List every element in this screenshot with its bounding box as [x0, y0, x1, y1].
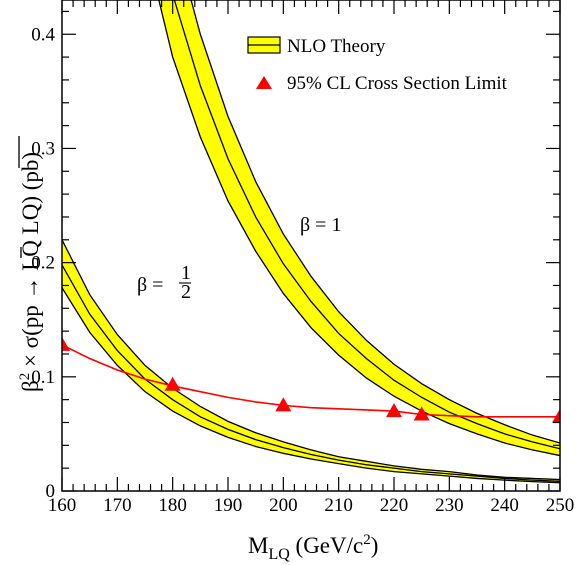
y-title-lqbar: LQ	[18, 203, 43, 234]
legend-item-cl-limit: 95% CL Cross Section Limit	[256, 73, 508, 94]
theory-band-fill-0	[158, 0, 560, 456]
x-tick-label: 250	[546, 495, 575, 516]
y-title-unit: ) (pb)	[18, 152, 43, 204]
limit-point	[275, 397, 292, 412]
limit-series	[62, 336, 560, 423]
y-tick-label: 0.1	[31, 367, 55, 388]
plot-frame	[61, 0, 561, 492]
x-tick-label: 190	[214, 495, 243, 516]
limit-point	[62, 336, 70, 351]
x-axis-title-sup: 2	[363, 532, 371, 548]
theory-band-0-center-line	[173, 0, 560, 450]
svg-text:β2 × σ(pp → LQ LQ) (pb): β2 × σ(pp → LQ LQ) (pb)	[17, 152, 43, 392]
y-title-times-sigma: × σ(p	[18, 317, 43, 373]
beta-one-label: β = 1	[300, 214, 341, 236]
legend: NLO Theory 95% CL Cross Section Limit	[247, 36, 508, 94]
limit-point	[552, 408, 560, 423]
beta-half-prefix: β =	[137, 274, 163, 296]
theory-band-0-upper-line	[190, 0, 560, 444]
x-tick-label: 210	[324, 495, 353, 516]
limit-point	[413, 406, 430, 421]
beta-half-label: β = 1 2	[137, 262, 191, 303]
limit-point	[386, 403, 402, 418]
legend-label-nlo: NLO Theory	[287, 36, 386, 57]
beta-half-den: 2	[181, 281, 191, 303]
x-tick-label: 220	[380, 495, 409, 516]
x-tick-label: 170	[103, 495, 132, 516]
tick-labels: 160 170 180 190 200 210 220 230 240 250 0 0.1 0.2 0.3…	[31, 24, 574, 516]
y-tick-label: 0.2	[31, 253, 55, 274]
x-axis-title: MLQ (GeV/c2)	[248, 532, 378, 563]
theory-bands	[62, 0, 560, 484]
theory-band-1-upper-line	[62, 239, 560, 481]
x-tick-label: 230	[435, 495, 464, 516]
x-tick-label: 200	[269, 495, 298, 516]
x-tick-label: 240	[490, 495, 519, 516]
y-title-sq: 2	[17, 373, 33, 381]
legend-triangle-marker	[256, 76, 272, 89]
theory-band-0-lower-line	[158, 0, 560, 457]
x-axis-title-sub: LQ	[268, 546, 290, 563]
y-tick-label: 0	[46, 481, 56, 502]
beta-half-num: 1	[181, 262, 191, 284]
y-tick-label: 0.4	[31, 24, 55, 45]
axis-ticks	[61, 0, 561, 492]
x-axis-title-main: M	[248, 533, 268, 558]
legend-item-nlo-theory: NLO Theory	[247, 36, 386, 57]
x-axis-title-unit: (GeV/c	[290, 533, 363, 558]
y-title-arrow: → LQ	[18, 234, 43, 305]
theory-band-1-lower-line	[62, 287, 560, 484]
x-tick-label: 180	[158, 495, 187, 516]
y-title-beta: β	[18, 380, 43, 392]
x-axis-title-close: )	[371, 533, 379, 558]
y-axis-title: β2 × σ(pp → LQ LQ) (pb)	[17, 136, 43, 392]
legend-label-limit: 95% CL Cross Section Limit	[287, 73, 508, 94]
y-title-pbar: p	[18, 305, 43, 317]
limit-curve	[62, 344, 560, 418]
y-tick-label: 0.3	[31, 138, 55, 159]
x-tick-label: 160	[48, 495, 77, 516]
limit-point	[164, 376, 181, 391]
